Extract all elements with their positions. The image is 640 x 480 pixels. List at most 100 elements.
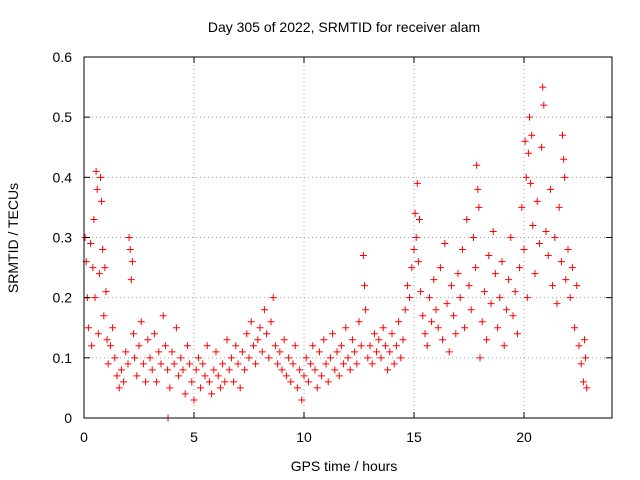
data-point [177, 354, 185, 362]
data-points [81, 83, 591, 422]
data-point [135, 342, 143, 350]
data-point [304, 378, 312, 386]
data-point [509, 312, 517, 320]
data-point [388, 330, 396, 338]
data-point [452, 330, 460, 338]
data-point [148, 366, 156, 374]
data-point [474, 185, 482, 193]
data-point [454, 270, 462, 278]
data-point [355, 318, 363, 326]
data-point [531, 270, 539, 278]
data-point [557, 258, 565, 266]
data-point [546, 185, 554, 193]
data-point [487, 300, 495, 308]
data-point [90, 215, 98, 223]
x-tick-label: 20 [516, 429, 532, 445]
data-point [465, 282, 473, 290]
data-point [127, 276, 135, 284]
data-point [542, 227, 550, 235]
data-point [313, 384, 321, 392]
data-point [203, 342, 211, 350]
data-point [359, 252, 367, 260]
data-point [106, 342, 114, 350]
data-point [518, 203, 526, 211]
x-tick-labels: 0 5 10 15 20 [80, 429, 532, 445]
data-point [560, 155, 568, 163]
data-point [139, 360, 147, 368]
x-tick-label: 5 [190, 429, 198, 445]
data-point [540, 101, 548, 109]
data-point [485, 252, 493, 260]
data-point [280, 336, 288, 344]
data-point [520, 246, 528, 254]
data-point [521, 137, 529, 145]
y-tick-labels: 0 0.1 0.2 0.3 0.4 0.5 0.6 [53, 49, 73, 426]
data-point [373, 348, 381, 356]
data-point [434, 324, 442, 332]
data-point [527, 179, 535, 187]
y-axis-label: SRMTID / TECUs [5, 183, 21, 293]
axis-ticks [83, 56, 612, 419]
data-point [164, 366, 172, 374]
data-point [87, 240, 95, 248]
data-point [331, 366, 339, 374]
data-point [445, 348, 453, 356]
data-point [318, 372, 326, 380]
data-point [450, 312, 458, 320]
data-point [414, 258, 422, 266]
data-point [529, 221, 537, 229]
data-point [274, 360, 282, 368]
data-point [522, 173, 530, 181]
data-point [307, 360, 315, 368]
data-point [476, 354, 484, 362]
data-point [188, 378, 196, 386]
data-point [577, 360, 585, 368]
data-point [381, 342, 389, 350]
data-point [425, 294, 433, 302]
data-point [201, 372, 209, 380]
data-point [553, 300, 561, 308]
data-point [535, 240, 543, 248]
data-point [221, 378, 229, 386]
data-point [342, 324, 350, 332]
data-point [333, 348, 341, 356]
chart-title: Day 305 of 2022, SRMTID for receiver ala… [208, 19, 480, 35]
data-point [551, 234, 559, 241]
y-tick-label: 0.5 [53, 109, 73, 125]
data-point [370, 330, 378, 338]
data-point [170, 360, 178, 368]
data-point [581, 336, 588, 344]
data-point [524, 149, 532, 157]
y-tick-label: 0 [64, 410, 72, 426]
data-point [291, 342, 299, 350]
data-point [401, 306, 409, 314]
data-point [103, 336, 111, 344]
data-point [366, 342, 374, 350]
data-point [417, 288, 425, 296]
data-point [447, 282, 455, 290]
data-point [549, 282, 557, 290]
data-point [84, 324, 92, 332]
data-point [583, 384, 591, 392]
data-point [544, 252, 552, 260]
data-point [227, 354, 235, 362]
data-point [575, 342, 583, 350]
data-point [181, 390, 189, 398]
data-point [526, 113, 533, 121]
data-point [122, 348, 130, 356]
data-point [131, 354, 139, 362]
data-point [441, 240, 449, 248]
data-point [483, 336, 491, 344]
data-point [130, 330, 137, 338]
data-point [502, 306, 510, 314]
data-point [260, 306, 268, 314]
data-point [199, 360, 207, 368]
data-point [89, 264, 97, 272]
data-point [296, 366, 304, 374]
data-point [432, 306, 440, 314]
data-point [236, 384, 244, 392]
data-point [126, 246, 134, 254]
data-point [223, 336, 231, 344]
data-point [98, 197, 106, 205]
data-point [489, 227, 497, 235]
